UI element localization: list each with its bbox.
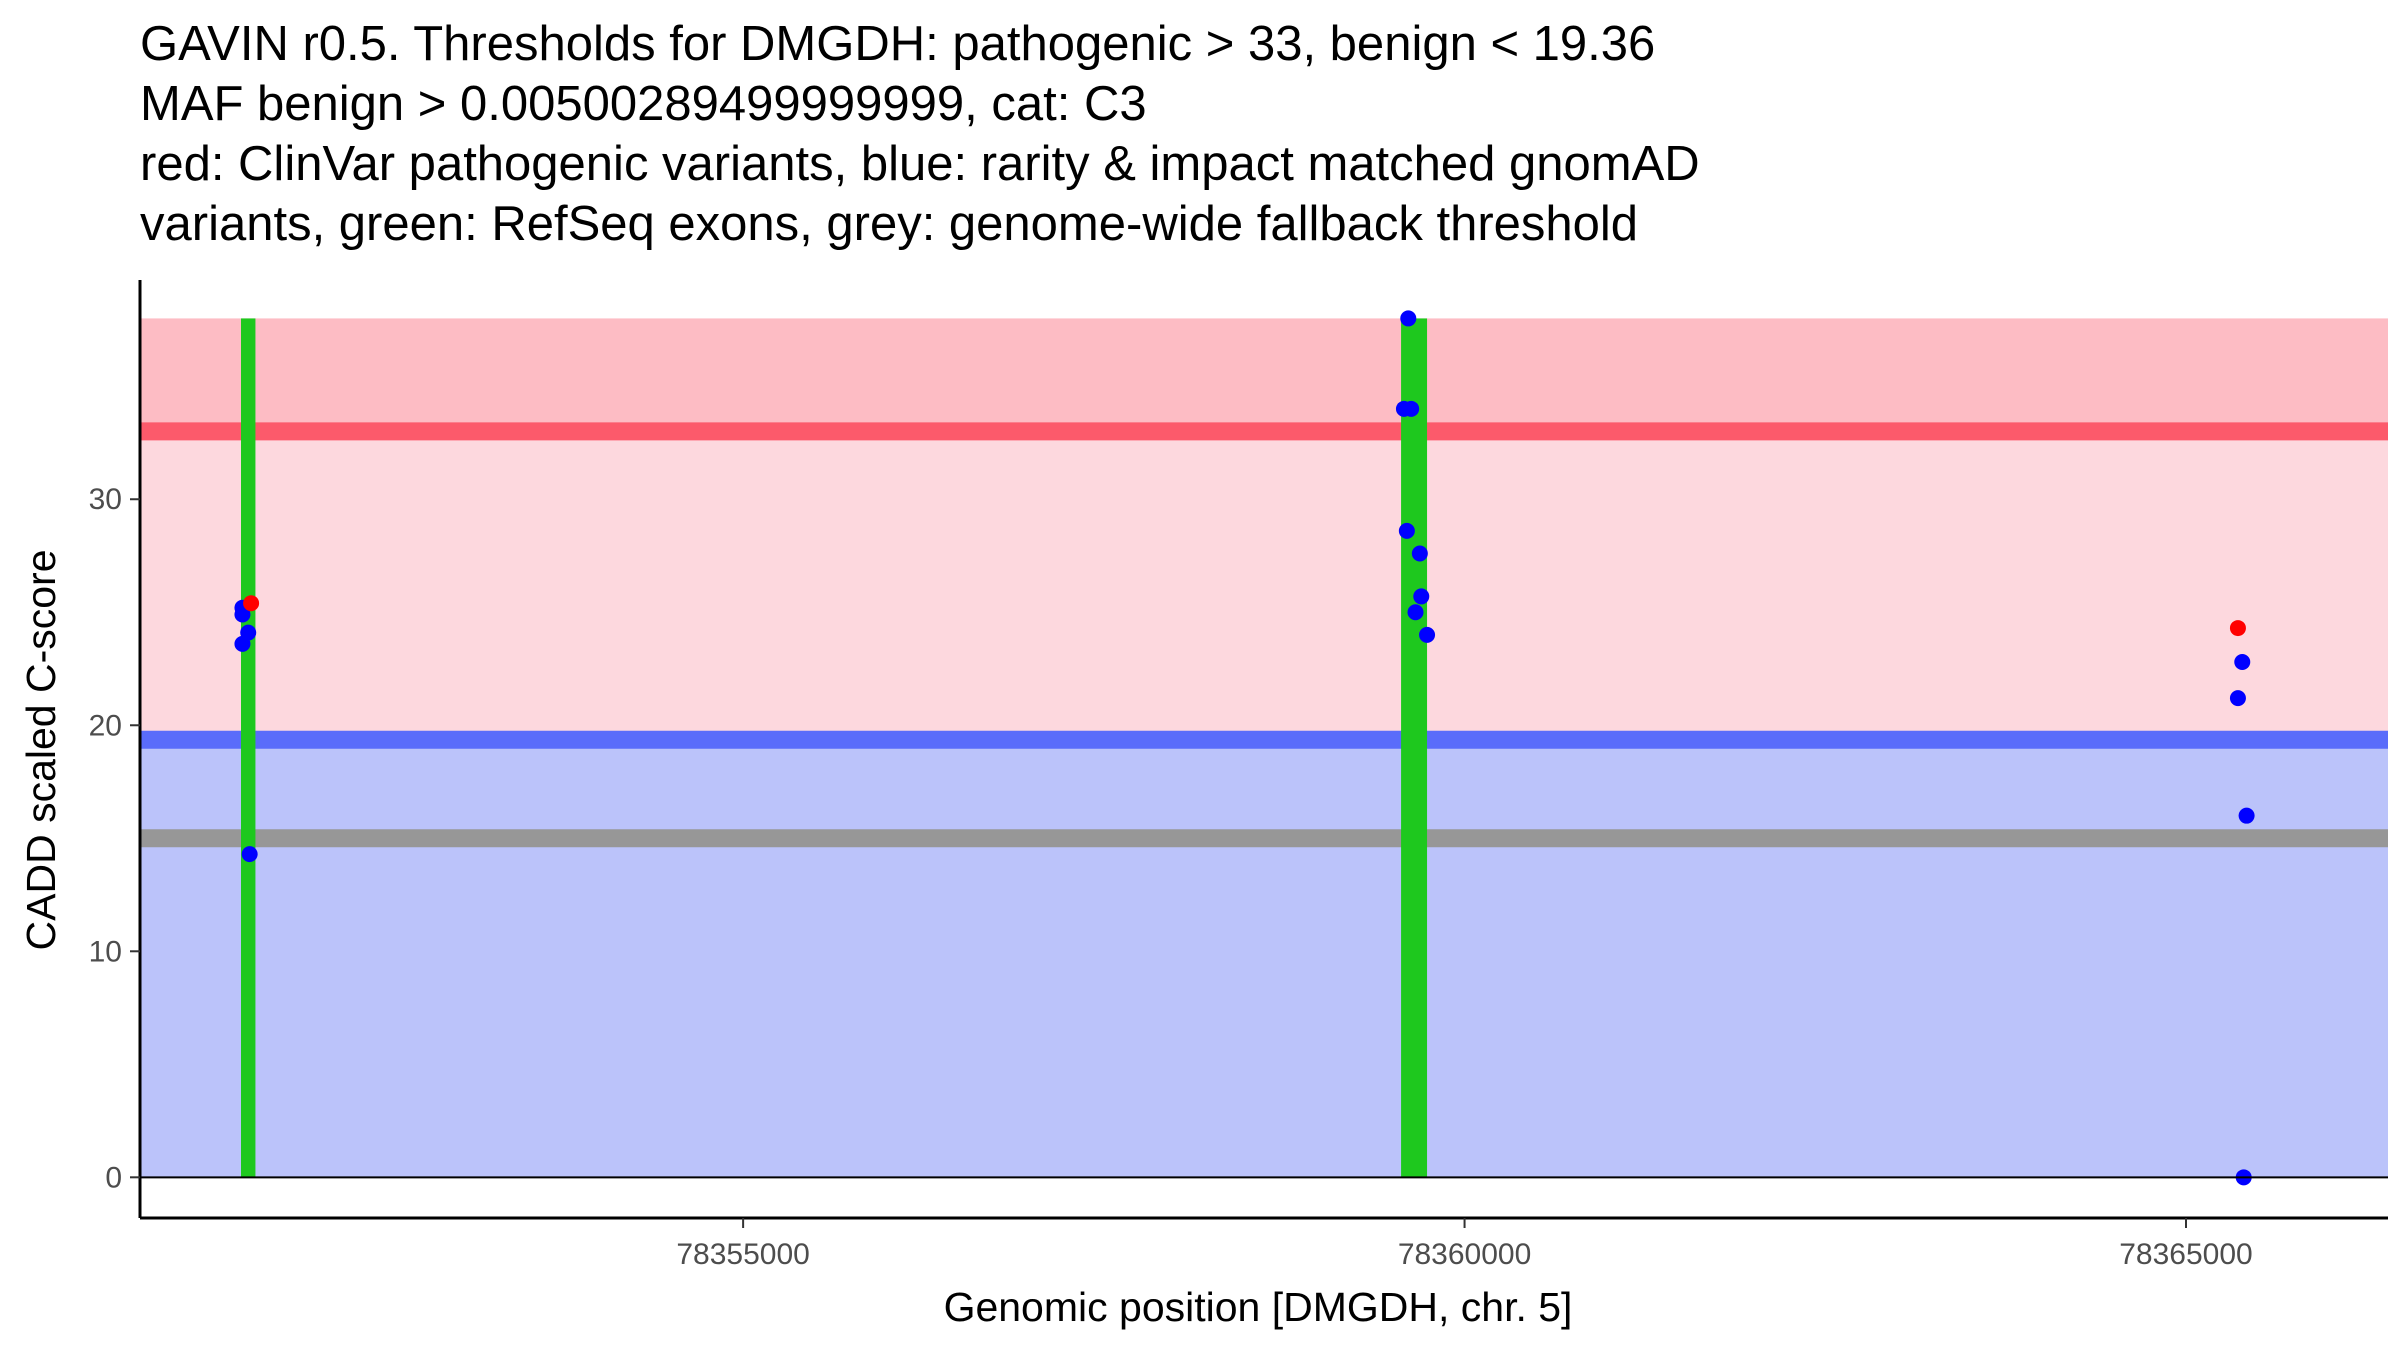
exon-bars <box>241 318 1428 1178</box>
gnomad-point-9 <box>1398 522 1415 539</box>
y-tick-label-2: 10 <box>89 935 122 968</box>
gnomad-point-11 <box>1413 588 1430 605</box>
threshold-bands <box>140 318 2388 1178</box>
clinvar-point-2 <box>2229 620 2246 637</box>
x-tick-label-3: 78365000 <box>2119 1238 2252 1271</box>
clinvar-point-1 <box>243 595 260 612</box>
gnomad-point-12 <box>1407 604 1424 621</box>
exon-bar-1 <box>241 318 256 1178</box>
data-points <box>234 310 2255 1186</box>
y-tick-label-1: 0 <box>105 1161 122 1194</box>
title-line-4: variants, green: RefSeq exons, grey: gen… <box>140 197 1639 251</box>
threshold-lines <box>140 422 2388 848</box>
y-tick-label-3: 20 <box>89 709 122 742</box>
gnomad-point-14 <box>2234 653 2251 670</box>
title-line-1: GAVIN r0.5. Thresholds for DMGDH: pathog… <box>140 17 1656 71</box>
title-line-3: red: ClinVar pathogenic variants, blue: … <box>140 137 1700 191</box>
gnomad-point-16 <box>2238 807 2255 824</box>
axes: 78355000 78360000 78365000 0 10 20 30 <box>89 280 2388 1271</box>
gnomad-point-15 <box>2229 690 2246 707</box>
gnomad-point-5 <box>241 846 258 863</box>
x-tick-label-1: 78355000 <box>676 1238 809 1271</box>
gnomad-point-6 <box>1400 310 1417 327</box>
exon-bar-2 <box>1401 318 1428 1178</box>
gnomad-point-2 <box>234 606 251 623</box>
y-tick-label-4: 30 <box>89 483 122 516</box>
x-tick-label-2: 78360000 <box>1398 1238 1531 1271</box>
chart-title: GAVIN r0.5. Thresholds for DMGDH: pathog… <box>140 14 1700 254</box>
gnomad-point-10 <box>1411 545 1428 562</box>
pathogenic-region <box>140 318 2388 432</box>
gnomad-point-8 <box>1403 400 1420 417</box>
title-line-2: MAF benign > 0.00500289499999999, cat: C… <box>140 77 1147 131</box>
x-axis-title: Genomic position [DMGDH, chr. 5] <box>944 1284 1573 1330</box>
benign-region <box>140 739 2388 1178</box>
intermediate-region <box>140 431 2388 740</box>
gnomad-point-4 <box>234 635 251 652</box>
gnomad-point-13 <box>1419 626 1436 643</box>
y-axis-title: CADD scaled C-score <box>18 550 64 951</box>
